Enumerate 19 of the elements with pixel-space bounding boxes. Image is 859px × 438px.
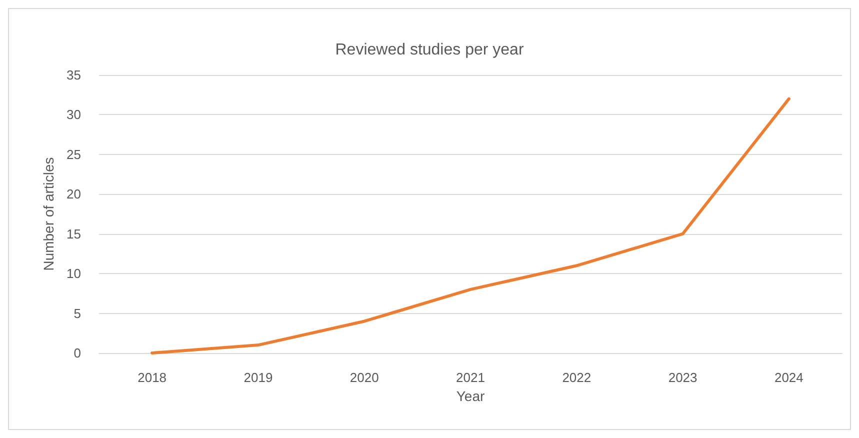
x-tick-label: 2023 <box>668 370 698 385</box>
x-tick-label: 2019 <box>244 370 273 385</box>
chart-title: Reviewed studies per year <box>335 42 524 58</box>
y-tick-label: 10 <box>66 266 81 282</box>
y-tick-label: 20 <box>66 186 81 202</box>
y-tick-label: 25 <box>66 146 81 162</box>
y-axis-title: Number of articles <box>40 157 57 271</box>
x-tick-label: 2021 <box>456 370 485 385</box>
y-tick-label: 5 <box>74 306 81 321</box>
y-tick-label: 15 <box>66 226 81 242</box>
x-tick-label: 2018 <box>138 370 167 385</box>
x-tick-label: 2020 <box>350 370 379 385</box>
y-tick-label: 35 <box>66 68 81 82</box>
y-tick-label: 30 <box>66 107 81 122</box>
x-axis-title: Year <box>456 388 485 404</box>
y-tick-label: 0 <box>74 346 81 360</box>
x-tick-label: 2024 <box>774 370 804 385</box>
x-tick-label: 2022 <box>562 370 592 385</box>
line-series <box>150 97 790 354</box>
